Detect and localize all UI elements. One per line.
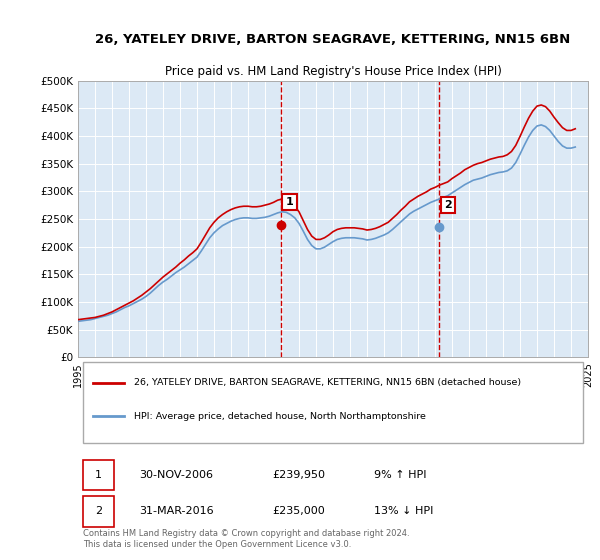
FancyBboxPatch shape [83, 460, 114, 490]
Text: 9% ↑ HPI: 9% ↑ HPI [374, 470, 426, 480]
Text: 26, YATELEY DRIVE, BARTON SEAGRAVE, KETTERING, NN15 6BN (detached house): 26, YATELEY DRIVE, BARTON SEAGRAVE, KETT… [134, 378, 521, 387]
Text: 2: 2 [445, 200, 452, 210]
Text: 13% ↓ HPI: 13% ↓ HPI [374, 506, 433, 516]
Text: Contains HM Land Registry data © Crown copyright and database right 2024.
This d: Contains HM Land Registry data © Crown c… [83, 529, 410, 549]
FancyBboxPatch shape [83, 362, 583, 443]
Text: HPI: Average price, detached house, North Northamptonshire: HPI: Average price, detached house, Nort… [134, 412, 426, 421]
Text: 26, YATELEY DRIVE, BARTON SEAGRAVE, KETTERING, NN15 6BN: 26, YATELEY DRIVE, BARTON SEAGRAVE, KETT… [95, 32, 571, 46]
Text: Price paid vs. HM Land Registry's House Price Index (HPI): Price paid vs. HM Land Registry's House … [164, 65, 502, 78]
Text: £235,000: £235,000 [272, 506, 325, 516]
Text: 1: 1 [286, 197, 293, 207]
FancyBboxPatch shape [83, 496, 114, 526]
Text: 2: 2 [95, 506, 102, 516]
Text: 1: 1 [95, 470, 102, 480]
Text: £239,950: £239,950 [272, 470, 325, 480]
Text: 30-NOV-2006: 30-NOV-2006 [139, 470, 213, 480]
Text: 31-MAR-2016: 31-MAR-2016 [139, 506, 214, 516]
